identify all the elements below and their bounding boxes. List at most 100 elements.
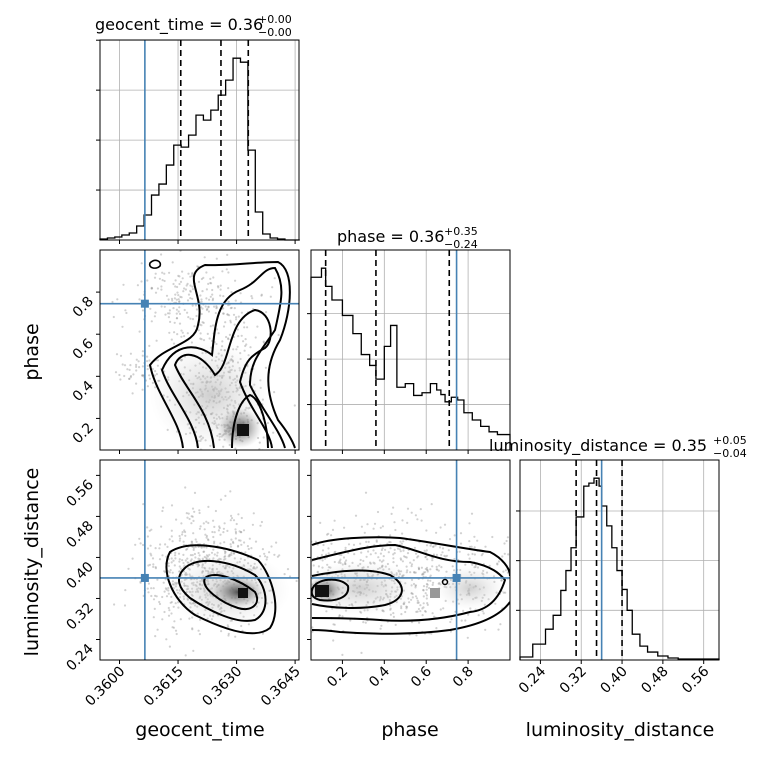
sample-point [167,564,170,568]
sample-point [534,596,536,598]
sample-point [202,276,205,279]
sample-point [425,549,428,552]
panel-geocent-time-vs-phase: 0.2 0.4 0.6 0.8 [70,242,300,511]
sample-point [202,473,204,475]
sample-point [217,465,219,467]
sample-point [161,595,164,599]
sample-point [426,569,429,572]
sample-point [211,469,213,471]
sample-point [215,471,217,473]
sample-point [198,509,201,512]
sample-point [431,545,435,548]
sample-point [200,306,203,309]
sample-point [223,541,226,544]
sample-point [529,598,531,600]
sample-point [160,305,163,308]
sample-point [225,472,227,474]
sample-point [191,271,194,275]
sample-point [435,531,438,534]
sample-point [239,539,242,542]
sample-point [300,610,302,612]
sample-point [236,328,239,331]
sample-point [425,582,428,586]
sample-point [414,514,417,517]
sample-point [200,312,203,316]
sample-point [295,551,297,553]
sample-point [200,298,203,301]
sample-point [222,325,226,328]
sample-point [229,307,232,310]
sample-point [237,315,240,318]
sample-point [437,569,440,572]
sample-point [174,557,177,560]
sample-point [438,564,441,567]
sample-point [178,282,181,286]
sample-point [154,566,157,569]
truth-marker [140,573,149,582]
sample-point [511,564,513,566]
sample-point [201,307,204,310]
sample-point [401,560,404,563]
sample-point [364,621,367,624]
sample-point [196,265,199,268]
sample-point [405,556,408,559]
y-ticks [307,313,311,406]
sample-point [174,293,177,296]
sample-point [215,305,218,308]
hist-quantiles [575,460,623,660]
sample-point [160,242,162,244]
sample-point [189,554,192,557]
sample-point [187,293,191,296]
sample-point [147,582,150,585]
sample-point [129,376,132,379]
sample-point [138,298,141,301]
sample-point [496,562,499,565]
sample-point [263,552,266,555]
sample-point [426,558,429,561]
sample-point [441,547,445,550]
sample-point [286,568,290,571]
sample-point [123,604,127,607]
sample-point [215,661,217,663]
sample-point [137,360,140,363]
sample-point [269,295,272,298]
sample-point [210,282,213,285]
sample-point [141,354,144,357]
sample-point [181,270,184,273]
sample-point [324,557,327,560]
sample-point [160,288,163,291]
sample-point [205,536,208,539]
sample-point [213,540,216,543]
sample-point [536,572,538,574]
sample-point [458,550,461,553]
sample-point [422,606,425,609]
sample-point [223,522,226,525]
sample-point [161,279,164,282]
sample-point [150,528,153,531]
sample-point [240,543,243,546]
sample-point [381,525,384,528]
sample-point [215,257,218,260]
sample-point [250,295,253,298]
sample-point [154,547,157,550]
density-pixel [430,588,440,598]
y-tick-label: 0.56 [63,477,96,510]
sample-point [410,565,413,568]
sample-point [230,517,234,520]
sample-point [147,591,150,594]
sample-point [435,553,438,557]
sample-point [265,311,268,314]
sample-point [578,603,580,605]
sample-point [274,466,276,468]
sample-point [402,540,405,543]
sample-point [198,633,201,636]
sample-point [175,317,178,320]
x-ticks: 0.24 0.32 0.40 0.48 0.56 [516,660,713,697]
density-pixel [237,424,249,436]
sample-point [230,291,233,294]
sample-point [213,305,216,308]
sample-point [236,545,240,548]
sample-point [424,555,427,559]
sample-point [120,509,122,511]
title-geocent-time: geocent_time = 0.36 +0.00 −0.00 [95,13,292,39]
